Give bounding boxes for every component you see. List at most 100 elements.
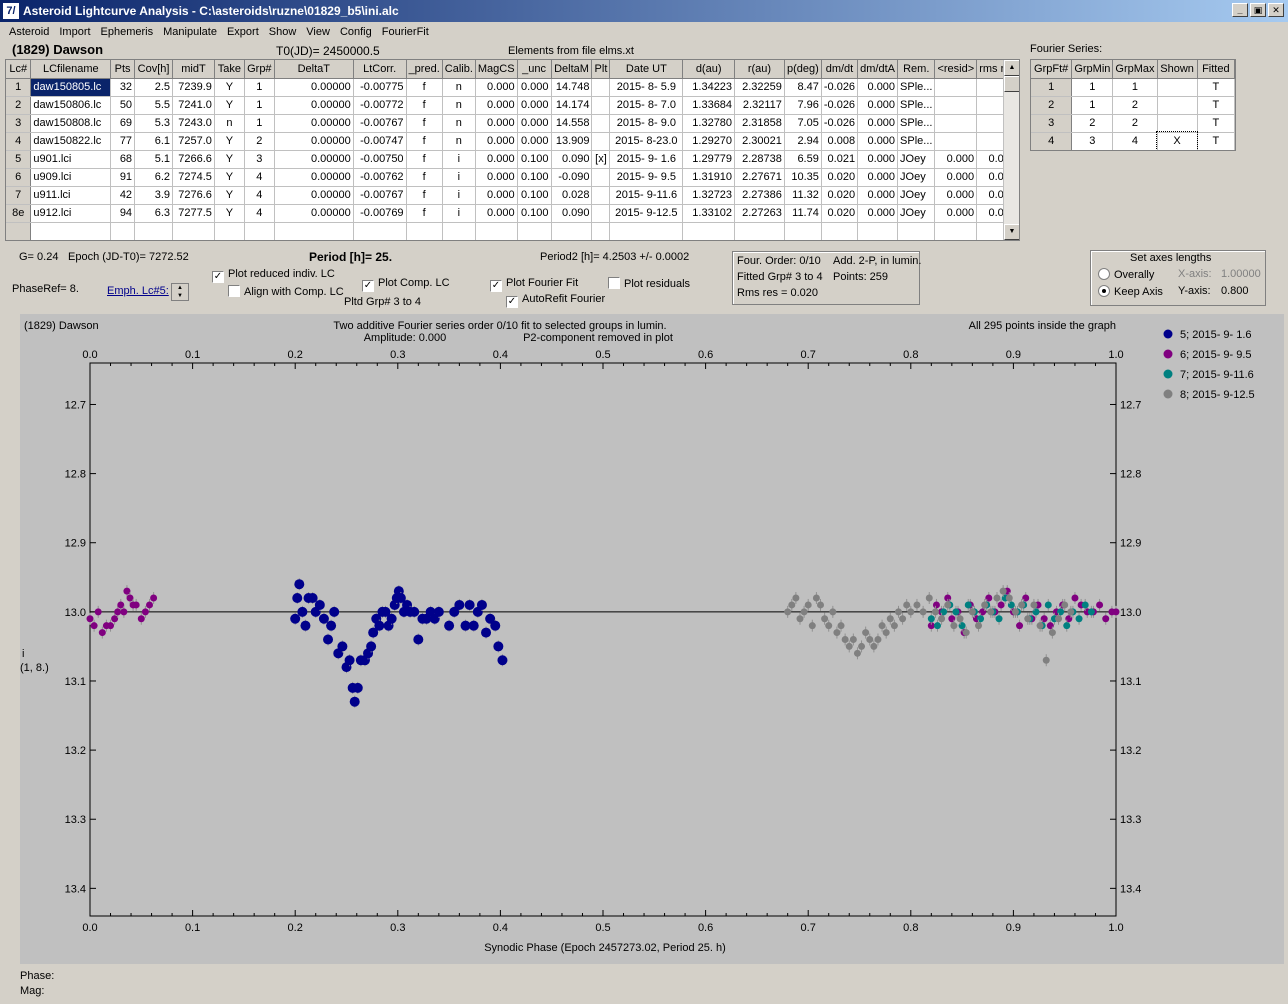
table-cell[interactable]: 1.29779 (682, 150, 736, 169)
table-cell[interactable]: 2.5 (134, 78, 174, 97)
table-cell[interactable]: 0.000 (475, 78, 518, 97)
table-cell[interactable]: daw150806.lc (30, 96, 112, 115)
table-cell[interactable]: 2015- 9-12.5 (609, 204, 684, 223)
table-cell[interactable]: 2015- 9- 9.5 (609, 168, 684, 187)
table-cell[interactable]: 50 (110, 96, 136, 115)
table-cell[interactable]: Y (214, 186, 245, 205)
table-cell[interactable]: 2.32259 (734, 78, 785, 97)
column-header[interactable]: DeltaT (274, 60, 354, 79)
table-cell[interactable]: 7274.5 (172, 168, 215, 187)
table-cell[interactable]: 2015- 8- 7.0 (609, 96, 684, 115)
column-header[interactable]: Lc# (6, 60, 32, 79)
table-cell[interactable]: 2 (244, 132, 275, 151)
table-cell[interactable]: n (442, 114, 476, 133)
plot-fourier-checkbox[interactable]: ✓ Plot Fourier Fit (490, 277, 579, 292)
table-cell[interactable]: 0.00000 (274, 132, 354, 151)
table-cell[interactable]: n (442, 132, 476, 151)
table-cell[interactable] (517, 222, 552, 240)
table-cell[interactable]: 7277.5 (172, 204, 215, 223)
table-cell[interactable]: f (406, 96, 443, 115)
table-cell[interactable]: 0.000 (857, 150, 899, 169)
fourier-column-header[interactable]: GrpFt# (1031, 60, 1073, 79)
scroll-up-icon[interactable]: ▲ (1004, 60, 1019, 76)
column-header[interactable]: Grp# (244, 60, 275, 79)
scroll-down-icon[interactable]: ▼ (1004, 224, 1019, 240)
table-cell[interactable]: 0.000 (857, 132, 899, 151)
keep-axis-radio[interactable]: Keep Axis (1098, 285, 1163, 298)
table-cell[interactable]: [x] (591, 150, 611, 169)
table-cell[interactable]: f (406, 150, 443, 169)
table-cell[interactable]: f (406, 168, 443, 187)
table-cell[interactable]: 0.000 (475, 114, 518, 133)
table-cell[interactable] (682, 222, 736, 240)
column-header[interactable]: Calib. (442, 60, 476, 79)
table-cell[interactable]: f (406, 78, 443, 97)
table-cell[interactable]: 7.96 (784, 96, 822, 115)
table-cell[interactable]: 0.100 (517, 150, 552, 169)
table-cell[interactable]: n (214, 114, 245, 133)
table-cell[interactable] (214, 222, 245, 240)
row-header[interactable]: 3 (6, 114, 32, 133)
fourier-cell[interactable]: 3 (1071, 132, 1114, 150)
table-cell[interactable]: 7239.9 (172, 78, 215, 97)
table-cell[interactable] (784, 222, 822, 240)
table-cell[interactable]: daw150822.lc (30, 132, 112, 151)
table-cell[interactable]: 0.028 (551, 186, 593, 205)
table-cell[interactable]: 7243.0 (172, 114, 215, 133)
table-row[interactable]: 1 daw150805.lc 32 2.5 7239.9 Y 1 0.00000 -0.0077… (6, 78, 1019, 97)
fourier-column-header[interactable]: GrpMin (1071, 60, 1114, 79)
row-header[interactable]: 6 (6, 168, 32, 187)
table-cell[interactable]: -0.090 (551, 168, 593, 187)
table-cell[interactable]: 1.33684 (682, 96, 736, 115)
table-cell[interactable]: 2.94 (784, 132, 822, 151)
column-header[interactable]: <resid> (934, 60, 978, 79)
fourier-cell[interactable]: 1 (1071, 96, 1114, 115)
fourier-cell[interactable]: T (1197, 114, 1235, 133)
table-cell[interactable] (897, 222, 936, 240)
table-cell[interactable] (934, 114, 978, 133)
table-cell[interactable]: f (406, 114, 443, 133)
table-cell[interactable]: 2.27263 (734, 204, 785, 223)
table-cell[interactable]: 1.32723 (682, 186, 736, 205)
table-cell[interactable]: 1.33102 (682, 204, 736, 223)
menu-import[interactable]: Import (59, 25, 91, 38)
table-cell[interactable]: 6.59 (784, 150, 822, 169)
table-cell[interactable]: 0.000 (857, 114, 899, 133)
plot-residuals-checkbox[interactable]: Plot residuals (608, 277, 690, 290)
row-header[interactable]: 2 (6, 96, 32, 115)
table-cell[interactable]: 4 (244, 168, 275, 187)
table-cell[interactable]: 0.000 (857, 96, 899, 115)
maximize-button[interactable]: ▣ (1250, 3, 1266, 17)
table-cell[interactable]: -0.00767 (353, 114, 407, 133)
minimize-button[interactable]: _ (1232, 3, 1248, 17)
table-cell[interactable]: SPle... (897, 132, 936, 151)
table-cell[interactable] (274, 222, 354, 240)
emph-spinner[interactable]: ▲ ▼ (171, 283, 189, 301)
table-cell[interactable]: -0.00750 (353, 150, 407, 169)
table-cell[interactable]: 0.000 (857, 204, 899, 223)
table-cell[interactable]: 13.909 (551, 132, 593, 151)
table-cell[interactable]: 1.32780 (682, 114, 736, 133)
table-cell[interactable]: SPle... (897, 114, 936, 133)
fourier-cell[interactable]: 1 (1071, 78, 1114, 97)
table-cell[interactable]: i (442, 204, 476, 223)
table-cell[interactable]: 0.000 (517, 78, 552, 97)
fourier-cell[interactable] (1157, 114, 1198, 133)
table-cell[interactable] (475, 222, 518, 240)
column-header[interactable]: p(deg) (784, 60, 822, 79)
fourier-cell[interactable] (1157, 78, 1198, 97)
table-cell[interactable]: Y (214, 168, 245, 187)
menu-fourierfit[interactable]: FourierFit (381, 25, 429, 38)
table-row-empty[interactable] (6, 222, 1019, 240)
fourier-column-header[interactable]: Shown (1157, 60, 1198, 79)
menu-ephemeris[interactable]: Ephemeris (100, 25, 154, 38)
fourier-cell[interactable]: 2 (1112, 114, 1158, 133)
menu-show[interactable]: Show (268, 25, 297, 38)
table-cell[interactable]: 1 (244, 114, 275, 133)
fourier-cell[interactable]: T (1197, 96, 1235, 115)
table-cell[interactable]: 0.020 (821, 204, 859, 223)
table-cell[interactable]: 0.000 (475, 150, 518, 169)
table-cell[interactable]: 11.32 (784, 186, 822, 205)
table-row[interactable]: 3 daw150808.lc 69 5.3 7243.0 n 1 0.00000 -0.0076… (6, 114, 1019, 133)
